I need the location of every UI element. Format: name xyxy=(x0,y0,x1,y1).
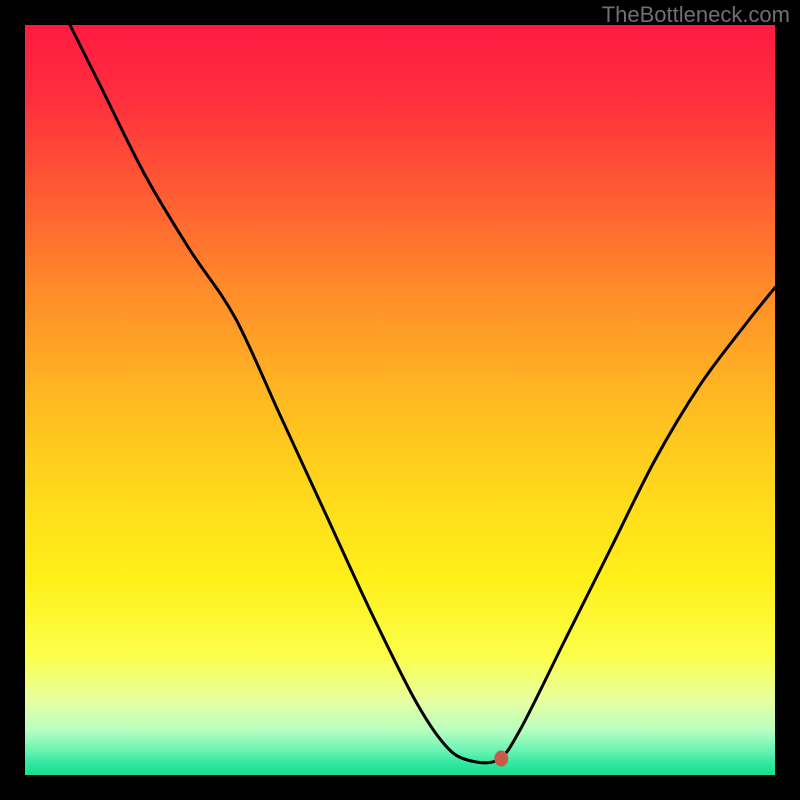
bottleneck-marker xyxy=(494,751,508,767)
bottleneck-curve xyxy=(70,25,775,763)
chart-svg xyxy=(25,25,775,775)
plot-area xyxy=(25,25,775,775)
watermark-text: TheBottleneck.com xyxy=(602,2,790,28)
